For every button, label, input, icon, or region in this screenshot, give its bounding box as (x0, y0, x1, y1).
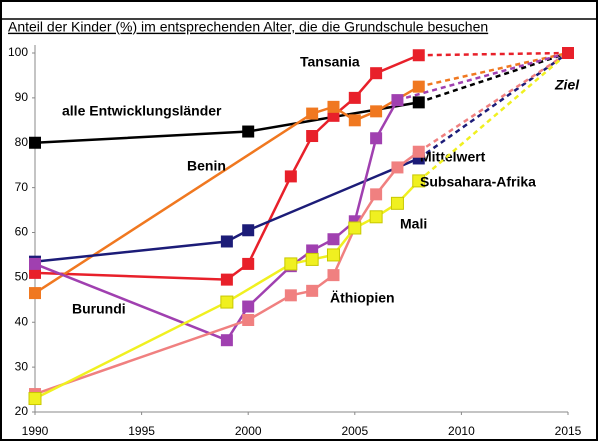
x-tick-label: 1995 (128, 424, 155, 438)
point (369, 210, 383, 224)
series-line (34, 85, 420, 295)
goal-dash (418, 51, 569, 57)
series-label: Subsahara-Afrika (420, 174, 536, 190)
point (327, 233, 340, 246)
point (29, 257, 41, 270)
point (284, 170, 297, 183)
x-tick-label: 1990 (22, 424, 49, 438)
point (306, 284, 319, 297)
x-tick-label: 2015 (555, 424, 582, 438)
series-label: Benin (187, 158, 226, 174)
goal-dash (418, 51, 569, 160)
point (390, 196, 404, 210)
y-tick-label: 20 (15, 404, 29, 418)
series-label: alle Entwicklungsländer (62, 103, 222, 119)
annotation: Mali (400, 216, 427, 232)
point (242, 257, 255, 270)
y-tick-label: 70 (15, 180, 29, 194)
point (412, 174, 426, 188)
series-label: Mittelwert (420, 149, 486, 165)
point (370, 67, 383, 80)
point (306, 130, 319, 143)
point (327, 269, 340, 282)
point (412, 80, 425, 93)
goal-dash (417, 52, 569, 182)
point (29, 136, 41, 149)
point (370, 132, 383, 145)
point (28, 392, 42, 406)
point (306, 107, 319, 120)
y-tick-label: 30 (15, 359, 29, 373)
x-tick-label: 2010 (448, 424, 475, 438)
point (220, 334, 233, 347)
point (242, 300, 255, 313)
point (220, 235, 233, 248)
point (220, 273, 233, 286)
point (348, 91, 361, 104)
point (284, 257, 298, 271)
y-tick-label: 90 (15, 90, 29, 104)
chart-title: Anteil der Kinder (%) im entsprechenden … (8, 19, 488, 35)
series-label: Tansania (300, 54, 360, 70)
y-tick-label: 60 (15, 225, 29, 239)
goal-dash (418, 51, 569, 153)
point (348, 221, 362, 235)
point (348, 114, 361, 127)
point (391, 94, 404, 107)
point (370, 105, 383, 118)
goal-point (562, 47, 574, 59)
x-tick-label: 2005 (341, 424, 368, 438)
point (326, 248, 340, 262)
y-tick-label: 100 (8, 45, 28, 59)
point (220, 295, 234, 309)
goal-dash (418, 51, 569, 104)
series-label: Äthiopien (330, 290, 395, 306)
series-line (34, 157, 420, 263)
goal-label: Ziel (554, 77, 580, 93)
goal-dash (418, 51, 569, 88)
x-tick-label: 2000 (235, 424, 262, 438)
y-tick-label: 50 (15, 270, 29, 284)
point (29, 287, 41, 300)
point (391, 161, 404, 174)
goal-dash (397, 51, 569, 102)
point (242, 224, 255, 237)
point (412, 145, 425, 158)
point (412, 96, 425, 109)
y-tick-label: 80 (15, 135, 29, 149)
point (305, 252, 319, 266)
point (412, 49, 425, 62)
point (242, 125, 255, 138)
point (370, 188, 383, 201)
point (327, 100, 340, 113)
series-label: Burundi (72, 301, 126, 317)
y-tick-label: 40 (15, 314, 29, 328)
point (284, 289, 297, 302)
point (242, 314, 255, 327)
